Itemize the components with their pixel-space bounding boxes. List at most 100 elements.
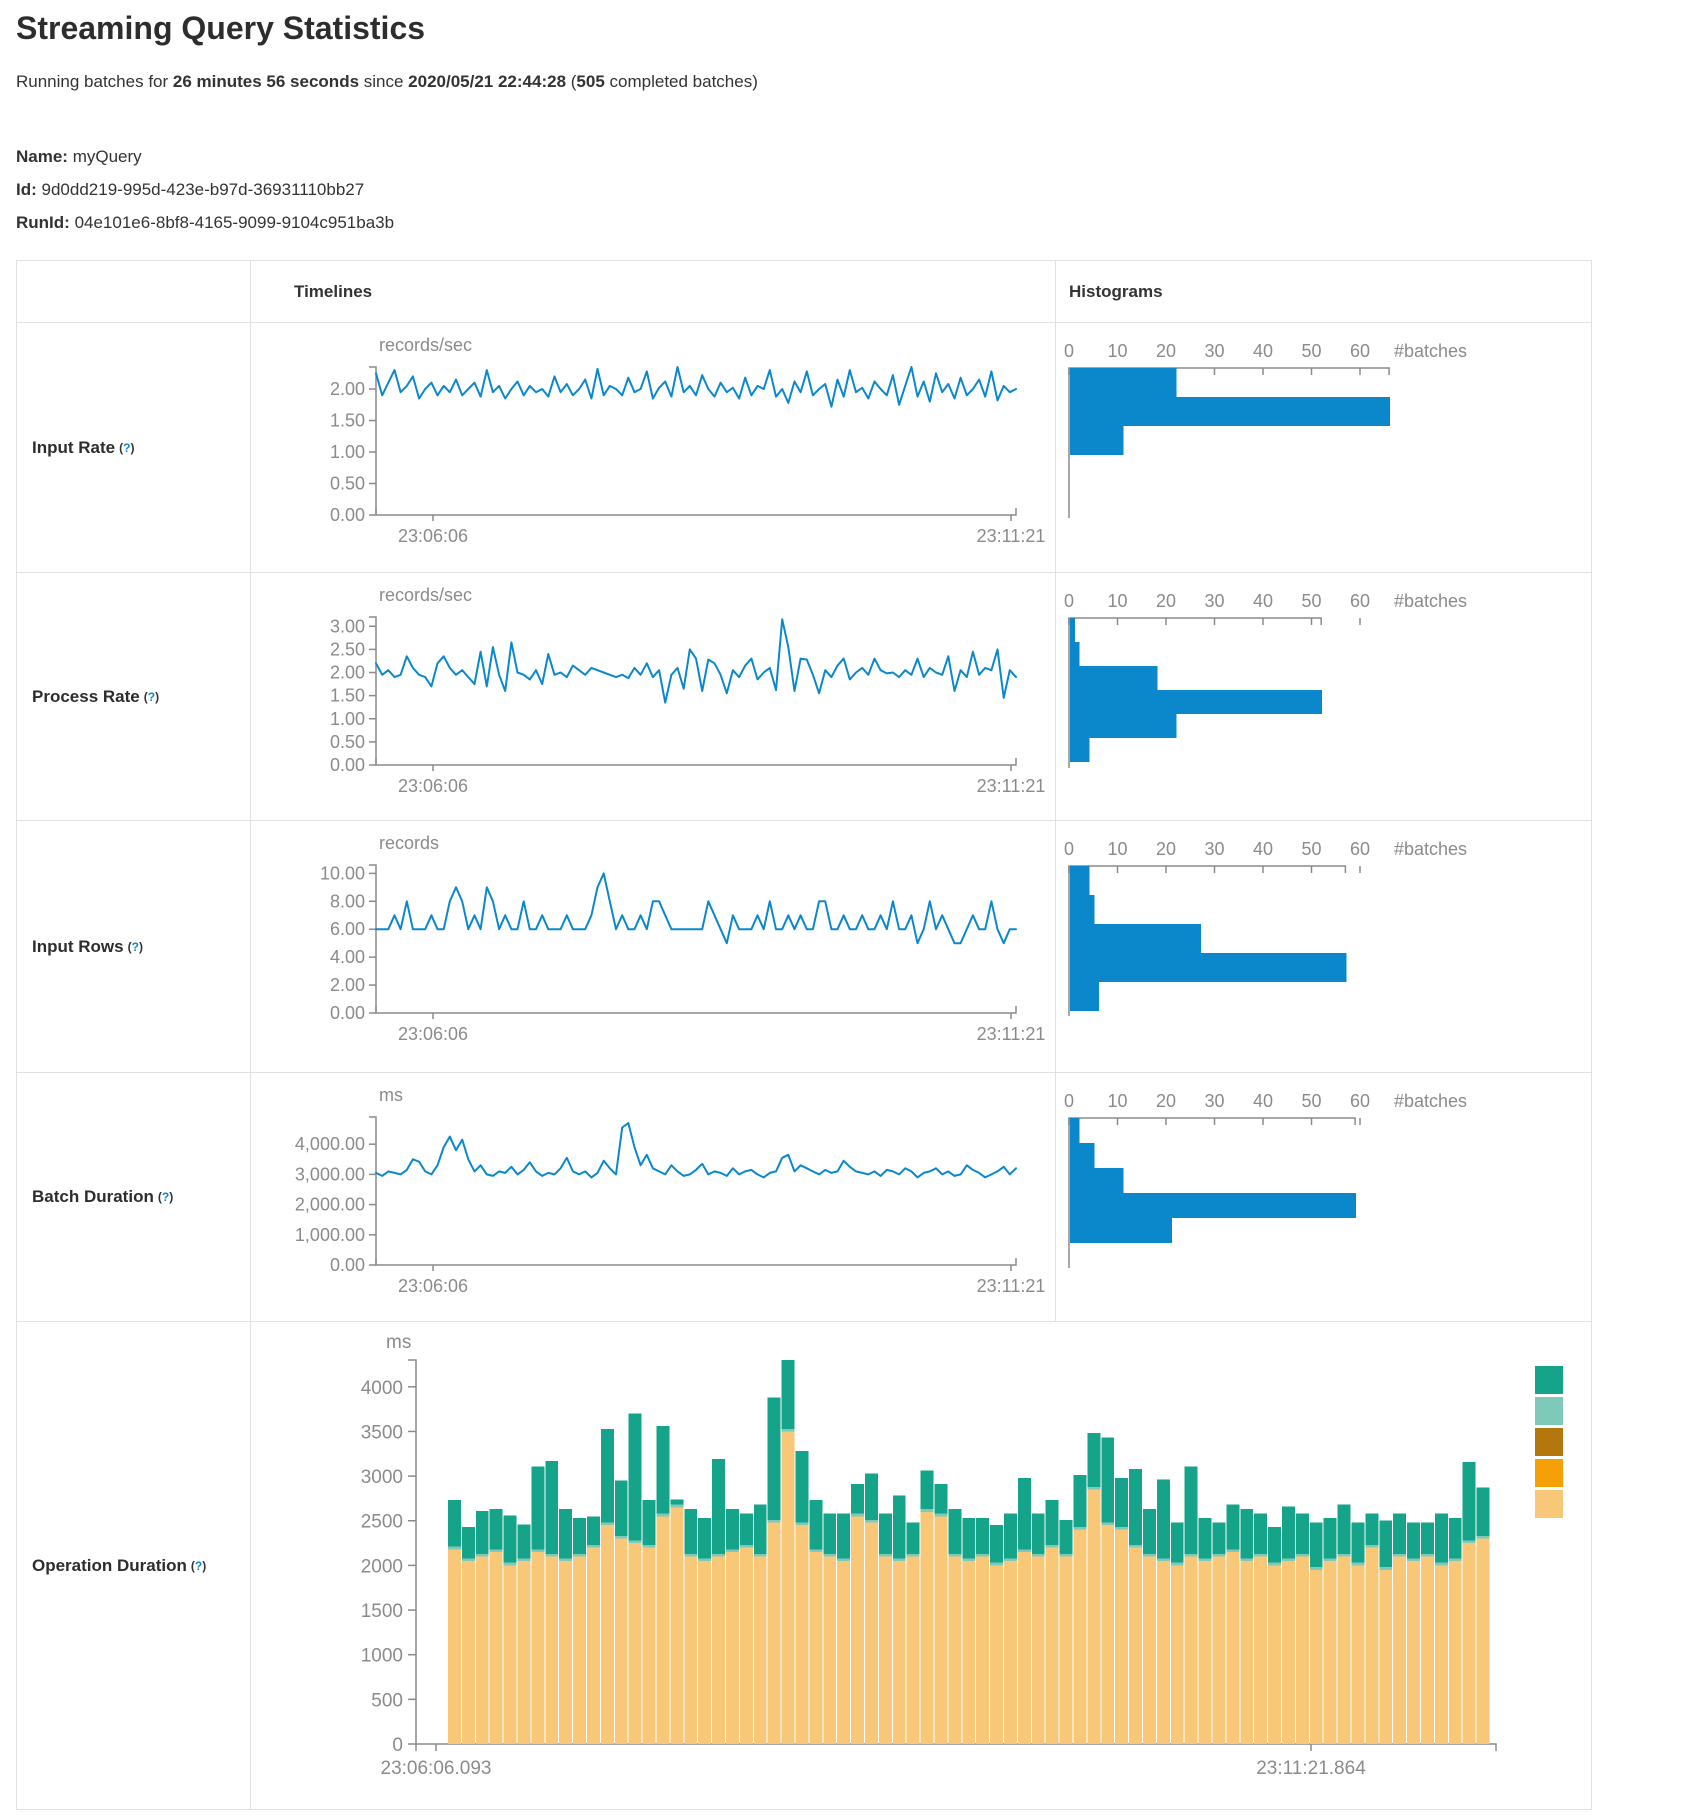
table-row: Batch Duration (?) ms 4,000.00 3,000.00 2,00… [17,1073,1591,1322]
svg-text:records: records [379,833,439,853]
stacked-bar-segment-tan [1448,1560,1462,1744]
stacked-bar-segment-light-teal [614,1535,628,1539]
stacked-bar-segment-light-teal [851,1513,864,1517]
header-histograms: Histograms [1069,281,1163,301]
stacked-bar-segment-teal [990,1525,1003,1563]
stacked-bar-segment-teal [1295,1513,1309,1554]
stacked-bar-segment-teal [809,1500,823,1550]
stacked-bar-segment-light-teal [1226,1549,1240,1552]
stacked-bar-segment-light-teal [823,1553,837,1557]
svg-text:23:11:21: 23:11:21 [977,1024,1046,1044]
legend-swatch-tan [1535,1490,1563,1518]
batch-duration-histogram-chart: 0 10 20 30 40 50 60 #batches [1064,1091,1467,1268]
query-runid-line: RunId: 04e101e6-8bf8-4165-9099-9104c951b… [16,206,394,239]
stacked-bar-segment-tan [1476,1538,1490,1744]
legend-swatch-orange [1535,1459,1563,1487]
svg-text:2500: 2500 [361,1512,403,1533]
svg-text:records/sec: records/sec [379,335,472,355]
stacked-bar-segment-teal [1462,1461,1476,1541]
stacked-bar-segment-tan [767,1522,781,1744]
stacked-bar-segment-tan [1295,1556,1309,1744]
stacked-bar-segment-tan [934,1516,948,1744]
svg-text:60: 60 [1350,839,1370,859]
stacked-bar-segment-tan [489,1552,503,1744]
stacked-bar-segment-light-teal [1282,1558,1295,1561]
process-rate-histogram-chart: 0 10 20 30 40 50 60 #batches [1064,591,1467,768]
svg-text:50: 50 [1301,591,1321,611]
stacked-bar-segment-teal [795,1451,809,1523]
stacked-bar-segment-light-teal [1087,1486,1101,1490]
stacked-bar-segment-teal [1017,1477,1031,1550]
summary-prefix: Running batches for [16,72,173,91]
stacked-bar-segment-light-teal [1379,1567,1393,1570]
svg-text:500: 500 [371,1690,403,1711]
row-label-input-rate: Input Rate (?) [17,323,251,572]
stacked-bar-segment-teal [878,1513,892,1554]
stacked-bar-segment-light-teal [1059,1553,1073,1557]
stacked-bar-segment-light-teal [712,1553,725,1557]
svg-text:10: 10 [1107,1091,1127,1111]
stacked-bar-segment-light-teal [642,1544,656,1548]
stacked-bar-segment-teal [475,1510,489,1554]
stacked-bar-segment-light-teal [489,1549,503,1552]
header-timelines: Timelines [251,261,1056,322]
stacked-bar-segment-tan [1462,1543,1476,1744]
summary-start-time: 2020/05/21 22:44:28 [408,72,567,91]
stacked-bar-segment-light-teal [1309,1567,1323,1570]
svg-text:30: 30 [1204,591,1224,611]
stacked-bar-segment-teal [1268,1526,1281,1563]
svg-text:23:06:06.093: 23:06:06.093 [381,1758,492,1779]
stacked-bar-segment-teal [503,1515,517,1563]
svg-text:1.50: 1.50 [330,411,365,431]
query-id-value: 9d0dd219-995d-423e-b97d-36931110bb27 [41,180,365,199]
summary-duration: 26 minutes 56 seconds [172,72,360,91]
stacked-bar-segment-teal [1226,1504,1240,1550]
stacked-bar-segment-tan [948,1556,962,1744]
stacked-bar-segment-light-teal [1184,1553,1198,1557]
stacked-bar-segment-light-teal [1198,1558,1212,1561]
operation-duration-chart: ms 4000 3500 3000 2500 2000 1500 1000 500 023:06:… [361,1332,1563,1779]
stacked-bar-segment-tan [920,1511,934,1744]
svg-text:23:06:06: 23:06:06 [398,1024,468,1044]
svg-text:10: 10 [1107,839,1127,859]
svg-text:23:06:06: 23:06:06 [398,1276,468,1296]
stacked-bar-segment-tan [712,1556,725,1744]
stacked-bar-segment-teal [726,1509,739,1550]
stacked-bar-segment-tan [628,1543,642,1744]
svg-text:1,000.00: 1,000.00 [295,1225,365,1245]
histogram-bar [1070,690,1323,714]
svg-text:records/sec: records/sec [379,585,472,605]
stacked-bar-segment-tan [503,1565,517,1744]
svg-text:4,000.00: 4,000.00 [295,1134,365,1154]
stacked-bar-segment-light-teal [1448,1558,1462,1561]
svg-text:23:06:06: 23:06:06 [398,776,468,796]
stacked-bar-segment-teal [753,1504,767,1554]
svg-text:6.00: 6.00 [330,919,365,939]
query-name-value: myQuery [72,147,142,166]
stacked-bar-segment-light-teal [1115,1526,1129,1530]
timeline-series-line [375,618,1017,704]
summary-since: since [359,72,409,91]
stacked-bar-segment-teal [600,1428,614,1523]
svg-text:50: 50 [1301,341,1321,361]
stacked-bar-segment-light-teal [1337,1553,1351,1557]
stacked-bar-segment-teal [1351,1522,1365,1563]
stacked-bar-segment-teal [559,1509,573,1559]
stacked-bar-segment-light-teal [837,1558,851,1561]
svg-text:2.00: 2.00 [330,663,365,683]
histogram-bar [1070,1118,1080,1143]
svg-text:40: 40 [1253,341,1273,361]
stacked-bar-segment-light-teal [962,1558,976,1561]
stacked-bar-segment-tan [1323,1560,1337,1744]
stacked-bar-segment-light-teal [1295,1553,1309,1557]
svg-text:60: 60 [1350,1091,1370,1111]
stacked-bar-segment-light-teal [559,1558,573,1561]
histogram-bar [1070,953,1347,982]
stacked-bar-segment-teal [1379,1520,1393,1568]
svg-text:1.50: 1.50 [330,686,365,706]
row-label-input-rows: Input Rows (?) [17,821,251,1072]
stacked-bar-segment-tan [1017,1552,1031,1744]
stacked-bar-segment-light-teal [503,1562,517,1566]
stacked-bar-segment-teal [1476,1487,1490,1536]
stacked-bar-segment-light-teal [1421,1553,1434,1557]
